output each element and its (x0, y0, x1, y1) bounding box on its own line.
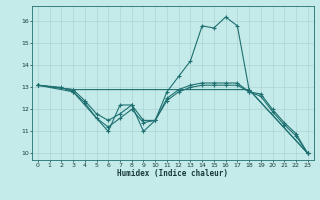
X-axis label: Humidex (Indice chaleur): Humidex (Indice chaleur) (117, 169, 228, 178)
